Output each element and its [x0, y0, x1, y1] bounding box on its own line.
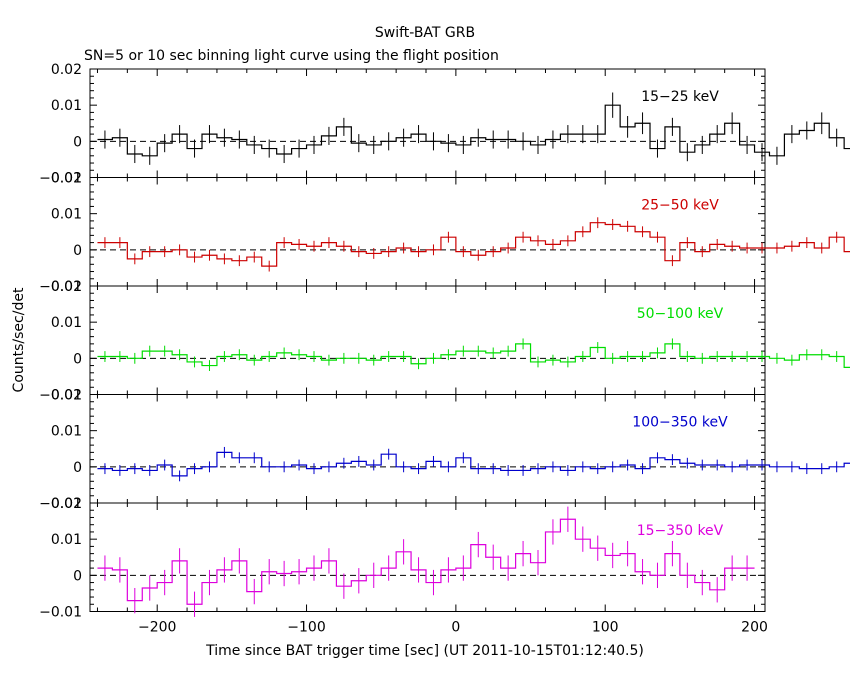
figure-title: Swift-BAT GRB	[375, 25, 475, 41]
y-axis-label: Counts/sec/det	[11, 287, 27, 392]
series-step-line	[97, 104, 850, 157]
y-tick-label: 0.01	[51, 532, 82, 548]
panel-frame	[89, 177, 766, 287]
panel-frame	[89, 285, 766, 395]
band-label: 25−50 keV	[641, 198, 719, 214]
panel-2: −0.01 0 0.01 0.02 50−100 keV	[39, 279, 850, 404]
y-tick-label: 0.02	[51, 388, 82, 404]
y-tick-label: −0.01	[39, 496, 82, 512]
y-tick-label: 0	[73, 351, 82, 367]
band-label: 15−25 keV	[641, 89, 719, 105]
x-axis-label: Time since BAT trigger time [sec] (UT 20…	[205, 643, 644, 659]
y-tick-label: −0.01	[39, 605, 82, 621]
y-tick-label: 0.02	[51, 62, 82, 78]
x-tick-label: −200	[138, 620, 176, 636]
x-tick-label: 100	[592, 620, 619, 636]
band-label: 50−100 keV	[637, 306, 724, 322]
series-step-line	[97, 518, 755, 605]
y-tick-label: 0.01	[51, 98, 82, 114]
y-tick-label: 0	[73, 460, 82, 476]
y-tick-label: −0.01	[39, 388, 82, 404]
panel-0: −0.01 0 0.01 0.02 15−25 keV	[39, 62, 850, 187]
y-tick-label: 0.02	[51, 496, 82, 512]
panel-4: −0.01 0 0.01 0.02 −200 −100 0 100 200 15−350 keV	[39, 496, 768, 636]
y-tick-label: −0.01	[39, 171, 82, 187]
panel-frame	[89, 68, 766, 178]
panels-group: −0.01 0 0.01 0.02 15−25 keV −0.01 0 0.01 0.02 25−…	[39, 62, 850, 636]
y-tick-label: 0.02	[51, 279, 82, 295]
y-tick-label: 0.01	[51, 207, 82, 223]
y-tick-label: 0	[73, 568, 82, 584]
panel-3: −0.01 0 0.01 0.02 100−350 keV	[39, 388, 850, 512]
figure-subtitle: SN=5 or 10 sec binning light curve using…	[84, 48, 499, 64]
y-tick-label: 0	[73, 243, 82, 259]
panel-frame	[89, 502, 766, 612]
panel-frame	[89, 394, 766, 504]
y-tick-label: 0.02	[51, 171, 82, 187]
y-tick-label: 0.01	[51, 315, 82, 331]
y-tick-label: 0.01	[51, 424, 82, 440]
x-tick-label: 0	[451, 620, 460, 636]
series-step-line	[97, 222, 850, 267]
panel-1: −0.01 0 0.01 0.02 25−50 keV	[39, 171, 850, 295]
band-label: 15−350 keV	[637, 523, 724, 539]
x-tick-label: 200	[741, 620, 768, 636]
band-label: 100−350 keV	[632, 415, 728, 431]
y-tick-label: −0.01	[39, 279, 82, 295]
x-tick-label: −100	[287, 620, 325, 636]
series-step-line	[97, 451, 850, 477]
y-tick-label: 0	[73, 134, 82, 150]
series-step-line	[97, 343, 850, 368]
